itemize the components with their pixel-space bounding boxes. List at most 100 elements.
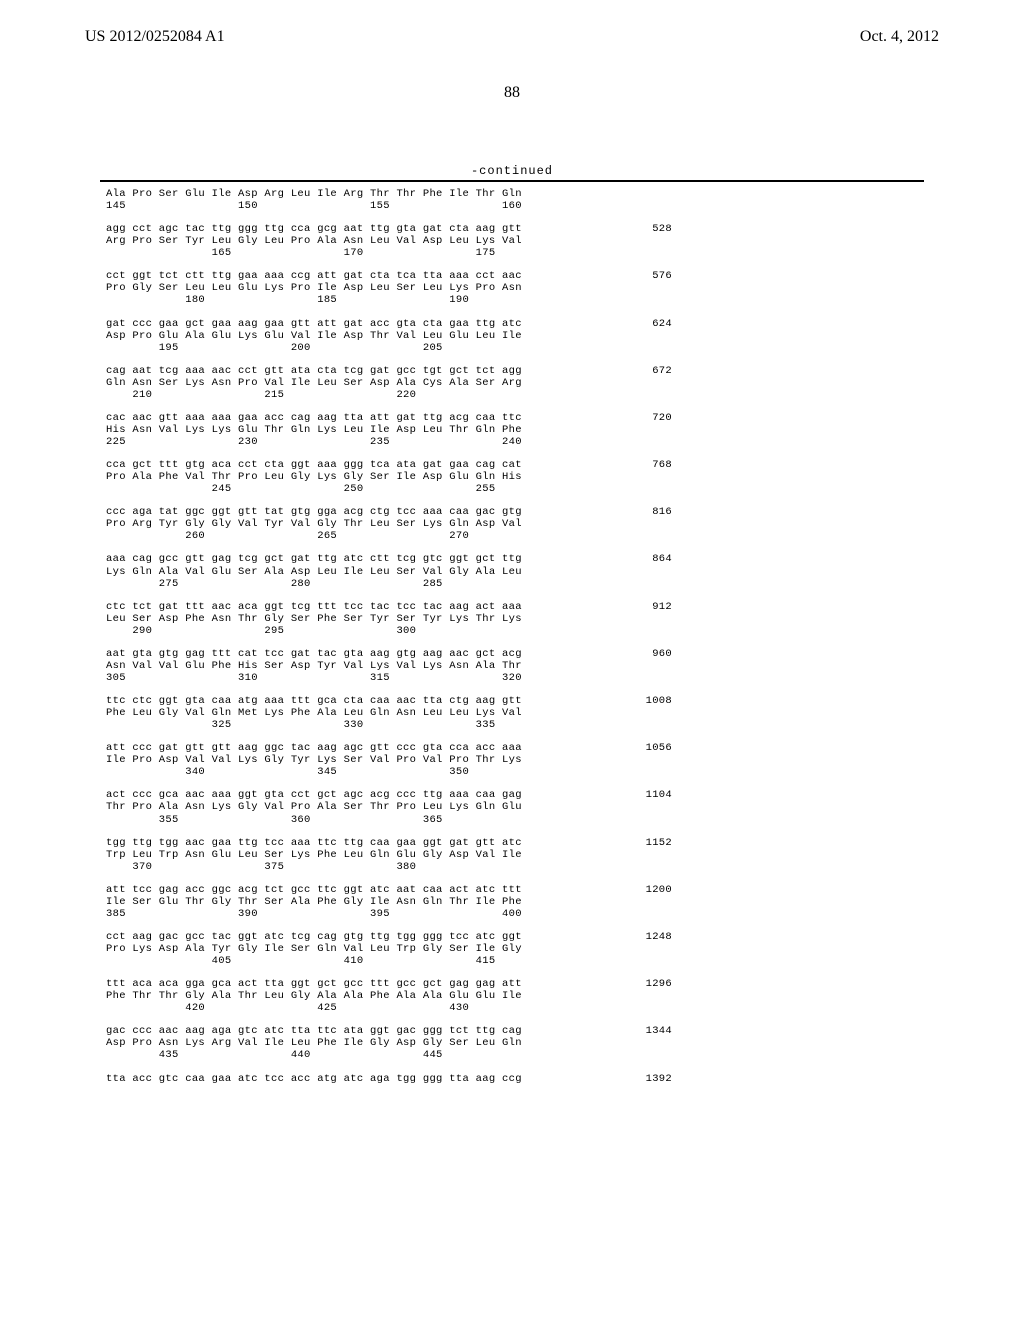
sequence-line: Arg Pro Ser Tyr Leu Gly Leu Pro Ala Asn … [106,235,1024,247]
sequence-line: 290 295 300 [106,625,1024,637]
sequence-line: 225 230 235 240 [106,436,1024,448]
sequence-group: aat gta gtg gag ttt cat tcc gat tac gta … [106,648,1024,684]
sequence-line: 260 265 270 [106,530,1024,542]
sequence-line: cag aat tcg aaa aac cct gtt ata cta tcg … [106,365,1024,377]
sequence-line: tta acc gtc caa gaa atc tcc acc atg atc … [106,1073,1024,1085]
sequence-line: 435 440 445 [106,1049,1024,1061]
sequence-text: att ccc gat gtt gtt aag ggc tac aag agc … [106,742,626,754]
sequence-line: Pro Lys Asp Ala Tyr Gly Ile Ser Gln Val … [106,943,1024,955]
sequence-number: 768 [626,459,672,471]
sequence-number: 1008 [626,695,672,707]
sequence-line: 420 425 430 [106,1002,1024,1014]
sequence-line: Ile Pro Asp Val Val Lys Gly Tyr Lys Ser … [106,754,1024,766]
sequence-line: Gln Asn Ser Lys Asn Pro Val Ile Leu Ser … [106,377,1024,389]
sequence-line: Lys Gln Ala Val Glu Ser Ala Asp Leu Ile … [106,566,1024,578]
sequence-line: 245 250 255 [106,483,1024,495]
publication-number: US 2012/0252084 A1 [85,28,225,46]
sequence-line: ctc tct gat ttt aac aca ggt tcg ttt tcc … [106,601,1024,613]
sequence-number: 576 [626,270,672,282]
sequence-line: Leu Ser Asp Phe Asn Thr Gly Ser Phe Ser … [106,613,1024,625]
sequence-line: act ccc gca aac aaa ggt gta cct gct agc … [106,789,1024,801]
sequence-line: Trp Leu Trp Asn Glu Leu Ser Lys Phe Leu … [106,849,1024,861]
sequence-number: 624 [626,318,672,330]
sequence-text: agg cct agc tac ttg ggg ttg cca gcg aat … [106,223,626,235]
sequence-line: ccc aga tat ggc ggt gtt tat gtg gga acg … [106,506,1024,518]
sequence-text: cca gct ttt gtg aca cct cta ggt aaa ggg … [106,459,626,471]
sequence-line: aaa cag gcc gtt gag tcg gct gat ttg atc … [106,553,1024,565]
sequence-group: agg cct agc tac ttg ggg ttg cca gcg aat … [106,223,1024,259]
sequence-line: Asp Pro Asn Lys Arg Val Ile Leu Phe Ile … [106,1037,1024,1049]
sequence-text: gac ccc aac aag aga gtc atc tta ttc ata … [106,1025,626,1037]
sequence-number: 816 [626,506,672,518]
sequence-group: cag aat tcg aaa aac cct gtt ata cta tcg … [106,365,1024,401]
sequence-line: cca gct ttt gtg aca cct cta ggt aaa ggg … [106,459,1024,471]
sequence-group: cct aag gac gcc tac ggt atc tcg cag gtg … [106,931,1024,967]
sequence-group: Ala Pro Ser Glu Ile Asp Arg Leu Ile Arg … [106,188,1024,212]
sequence-group: tta acc gtc caa gaa atc tcc acc atg atc … [106,1073,1024,1085]
sequence-line: Asn Val Val Glu Phe His Ser Asp Tyr Val … [106,660,1024,672]
sequence-line: cac aac gtt aaa aaa gaa acc cag aag tta … [106,412,1024,424]
sequence-group: cac aac gtt aaa aaa gaa acc cag aag tta … [106,412,1024,448]
sequence-number: 528 [626,223,672,235]
sequence-text: cct aag gac gcc tac ggt atc tcg cag gtg … [106,931,626,943]
sequence-group: gat ccc gaa gct gaa aag gaa gtt att gat … [106,318,1024,354]
sequence-line: Pro Ala Phe Val Thr Pro Leu Gly Lys Gly … [106,471,1024,483]
sequence-line: 195 200 205 [106,342,1024,354]
sequence-text: aaa cag gcc gtt gag tcg gct gat ttg atc … [106,553,626,565]
sequence-line: Ala Pro Ser Glu Ile Asp Arg Leu Ile Arg … [106,188,1024,200]
sequence-number: 1152 [626,837,672,849]
sequence-group: att ccc gat gtt gtt aag ggc tac aag agc … [106,742,1024,778]
sequence-number: 1392 [626,1073,672,1085]
sequence-number: 720 [626,412,672,424]
sequence-text: gat ccc gaa gct gaa aag gaa gtt att gat … [106,318,626,330]
sequence-text: ttc ctc ggt gta caa atg aaa ttt gca cta … [106,695,626,707]
sequence-line: 355 360 365 [106,814,1024,826]
sequence-number: 960 [626,648,672,660]
sequence-number: 1056 [626,742,672,754]
sequence-line: 145 150 155 160 [106,200,1024,212]
sequence-text: cac aac gtt aaa aaa gaa acc cag aag tta … [106,412,626,424]
sequence-line: Phe Leu Gly Val Gln Met Lys Phe Ala Leu … [106,707,1024,719]
sequence-group: gac ccc aac aag aga gtc atc tta ttc ata … [106,1025,1024,1061]
sequence-text: ctc tct gat ttt aac aca ggt tcg ttt tcc … [106,601,626,613]
sequence-text: ttt aca aca gga gca act tta ggt gct gcc … [106,978,626,990]
sequence-line: gat ccc gaa gct gaa aag gaa gtt att gat … [106,318,1024,330]
sequence-group: ttt aca aca gga gca act tta ggt gct gcc … [106,978,1024,1014]
sequence-line: Ile Ser Glu Thr Gly Thr Ser Ala Phe Gly … [106,896,1024,908]
sequence-line: Phe Thr Thr Gly Ala Thr Leu Gly Ala Ala … [106,990,1024,1002]
sequence-line: 405 410 415 [106,955,1024,967]
page-number: 88 [0,84,1024,102]
sequence-number: 1296 [626,978,672,990]
sequence-line: 275 280 285 [106,578,1024,590]
sequence-group: cct ggt tct ctt ttg gaa aaa ccg att gat … [106,270,1024,306]
sequence-text: cct ggt tct ctt ttg gaa aaa ccg att gat … [106,270,626,282]
sequence-line: aat gta gtg gag ttt cat tcc gat tac gta … [106,648,1024,660]
sequence-text: ccc aga tat ggc ggt gtt tat gtg gga acg … [106,506,626,518]
sequence-line: att tcc gag acc ggc acg tct gcc ttc ggt … [106,884,1024,896]
sequence-number: 1104 [626,789,672,801]
sequence-line: His Asn Val Lys Lys Glu Thr Gln Lys Leu … [106,424,1024,436]
sequence-number: 1248 [626,931,672,943]
sequence-line: Asp Pro Glu Ala Glu Lys Glu Val Ile Asp … [106,330,1024,342]
sequence-line: Pro Arg Tyr Gly Gly Val Tyr Val Gly Thr … [106,518,1024,530]
sequence-group: aaa cag gcc gtt gag tcg gct gat ttg atc … [106,553,1024,589]
sequence-text: att tcc gag acc ggc acg tct gcc ttc ggt … [106,884,626,896]
sequence-text: tta acc gtc caa gaa atc tcc acc atg atc … [106,1073,626,1085]
sequence-line: att ccc gat gtt gtt aag ggc tac aag agc … [106,742,1024,754]
sequence-line: 385 390 395 400 [106,908,1024,920]
sequence-group: ttc ctc ggt gta caa atg aaa ttt gca cta … [106,695,1024,731]
sequence-line: 210 215 220 [106,389,1024,401]
sequence-line: 180 185 190 [106,294,1024,306]
sequence-line: cct ggt tct ctt ttg gaa aaa ccg att gat … [106,270,1024,282]
sequence-number: 864 [626,553,672,565]
sequence-line: tgg ttg tgg aac gaa ttg tcc aaa ttc ttg … [106,837,1024,849]
sequence-line: ttc ctc ggt gta caa atg aaa ttt gca cta … [106,695,1024,707]
sequence-text: cag aat tcg aaa aac cct gtt ata cta tcg … [106,365,626,377]
sequence-line: 325 330 335 [106,719,1024,731]
sequence-block: Ala Pro Ser Glu Ile Asp Arg Leu Ile Arg … [0,182,1024,1085]
sequence-line: agg cct agc tac ttg ggg ttg cca gcg aat … [106,223,1024,235]
sequence-line: ttt aca aca gga gca act tta ggt gct gcc … [106,978,1024,990]
sequence-text: aat gta gtg gag ttt cat tcc gat tac gta … [106,648,626,660]
sequence-number: 912 [626,601,672,613]
sequence-text: act ccc gca aac aaa ggt gta cct gct agc … [106,789,626,801]
